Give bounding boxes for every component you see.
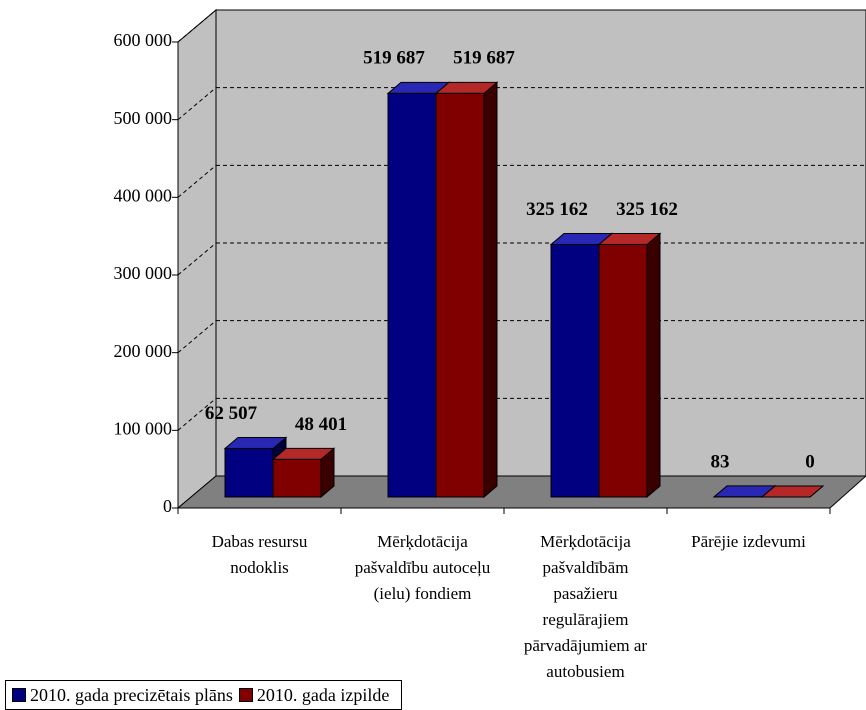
bar-front: [435, 92, 485, 498]
legend-label: 2010. gada precizētais plāns: [30, 684, 233, 705]
y-tick-label: 300 000: [114, 263, 173, 283]
y-tick-label: 600 000: [114, 30, 173, 50]
grid-line: [177, 164, 217, 198]
value-label: 325 162: [526, 199, 588, 220]
x-tick-label: Mērķdotācija pašvaldībām pasažieru regul…: [523, 532, 648, 681]
y-tick-label: 0: [163, 496, 172, 516]
bar: [760, 485, 825, 498]
grid-line: [177, 87, 217, 121]
bar-front: [387, 92, 437, 498]
x-tick-label: Mērķdotācija pašvaldību autoceļu (ielu) …: [354, 532, 491, 603]
bar: [597, 232, 662, 499]
x-label-box: Dabas resursu nodoklis: [211, 532, 308, 577]
bar-front: [224, 447, 274, 498]
legend-swatch: [12, 688, 26, 702]
value-label: 83: [711, 451, 730, 472]
bar-front: [598, 243, 648, 498]
value-label: 519 687: [363, 48, 425, 69]
y-tick-label: 400 000: [114, 185, 173, 205]
legend-swatch: [238, 688, 253, 702]
y-tick-label: 500 000: [114, 108, 173, 128]
bar-front: [550, 243, 600, 498]
value-label: 519 687: [453, 48, 515, 69]
legend: 2010. gada precizētais plāns 2010. gada i…: [5, 680, 403, 710]
value-label: 0: [805, 451, 815, 472]
grid-line: [177, 9, 217, 43]
x-tick-label: Dabas resursu nodoklis: [211, 532, 308, 577]
value-label: 325 162: [616, 199, 678, 220]
grid-line: [177, 242, 217, 276]
value-label: 62 507: [205, 403, 258, 424]
bar-side: [483, 81, 498, 499]
x-label-box: Pārējie izdevumi: [691, 532, 806, 551]
x-label-box: Mērķdotācija pašvaldību autoceļu (ielu) …: [354, 532, 491, 603]
bar-top: [760, 485, 825, 498]
y-tick-label: 100 000: [114, 418, 173, 438]
bar-front: [272, 458, 322, 498]
x-label-box: Mērķdotācija pašvaldībām pasažieru regul…: [523, 532, 648, 681]
bar: [434, 81, 499, 499]
bar: [271, 447, 336, 499]
legend-label: 2010. gada izpilde: [256, 684, 390, 705]
y-tick-label: 200 000: [114, 341, 173, 361]
x-tick-label: Pārējie izdevumi: [691, 532, 806, 551]
grid-line: [177, 397, 217, 431]
grid-line: [177, 320, 217, 354]
value-label: 48 401: [295, 414, 347, 435]
bar-side: [646, 232, 661, 499]
